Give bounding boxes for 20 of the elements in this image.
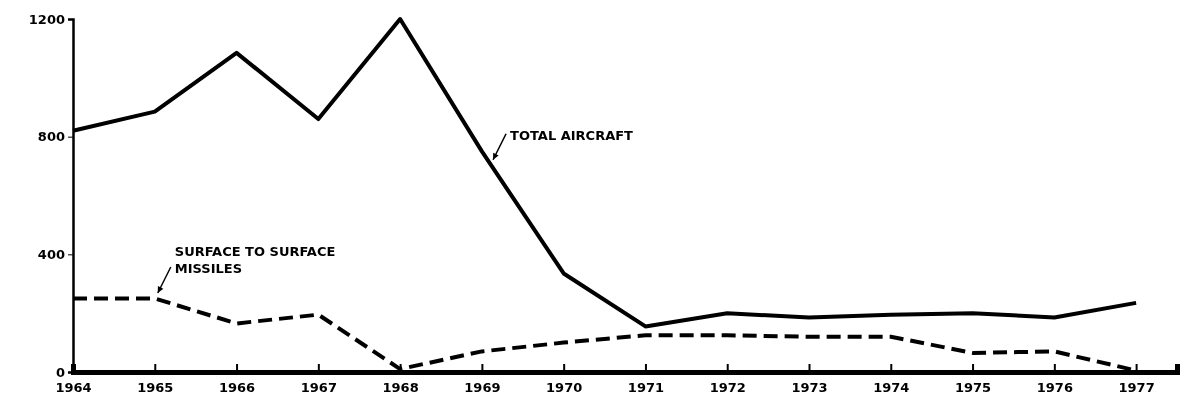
x-tick-label: 1968 xyxy=(382,379,419,395)
y-tick-label: 0 xyxy=(55,364,65,380)
y-tick-label: 1200 xyxy=(28,11,65,27)
annotation: TOTAL AIRCRAFT xyxy=(510,127,634,143)
x-tick-label: 1971 xyxy=(627,379,665,395)
y-tick-label: 800 xyxy=(37,129,65,145)
x-tick-label: 1964 xyxy=(55,379,92,395)
x-tick-label: 1977 xyxy=(1118,379,1155,395)
x-tick-label: 1975 xyxy=(954,379,992,395)
y-tick-label: 400 xyxy=(37,246,65,262)
x-tick-label: 1969 xyxy=(464,379,501,395)
x-tick-label: 1974 xyxy=(873,379,910,395)
x-tick-label: 1973 xyxy=(791,379,828,395)
annotation: SURFACE TO SURFACE MISSILES xyxy=(174,243,336,276)
x-tick-label: 1965 xyxy=(137,379,174,395)
x-tick-label: 1970 xyxy=(546,379,583,395)
x-tick-label: 1967 xyxy=(300,379,337,395)
x-tick-label: 1976 xyxy=(1036,379,1073,395)
x-tick-label: 1966 xyxy=(218,379,256,395)
x-tick-label: 1972 xyxy=(709,379,746,395)
